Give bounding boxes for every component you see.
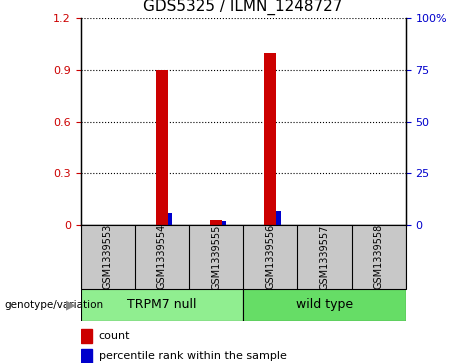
Title: GDS5325 / ILMN_1248727: GDS5325 / ILMN_1248727: [143, 0, 343, 15]
Bar: [222, 221, 226, 225]
Text: count: count: [99, 331, 130, 341]
Text: genotype/variation: genotype/variation: [5, 300, 104, 310]
Text: GSM1339554: GSM1339554: [157, 224, 167, 289]
Text: TRPM7 null: TRPM7 null: [127, 298, 197, 311]
Bar: [81, 329, 92, 343]
Text: GSM1339556: GSM1339556: [265, 224, 275, 289]
Text: percentile rank within the sample: percentile rank within the sample: [99, 351, 286, 361]
Bar: [168, 213, 172, 225]
Text: ▶: ▶: [66, 298, 76, 311]
Bar: [243, 289, 406, 321]
Text: GSM1339555: GSM1339555: [211, 224, 221, 290]
Text: GSM1339558: GSM1339558: [373, 224, 384, 289]
Bar: [81, 349, 92, 363]
Text: wild type: wild type: [296, 298, 353, 311]
Bar: [264, 53, 276, 225]
Text: GSM1339557: GSM1339557: [319, 224, 330, 290]
Bar: [276, 211, 281, 225]
Text: GSM1339553: GSM1339553: [103, 224, 113, 289]
Bar: [81, 289, 243, 321]
Bar: [210, 220, 222, 225]
Bar: [156, 70, 168, 225]
